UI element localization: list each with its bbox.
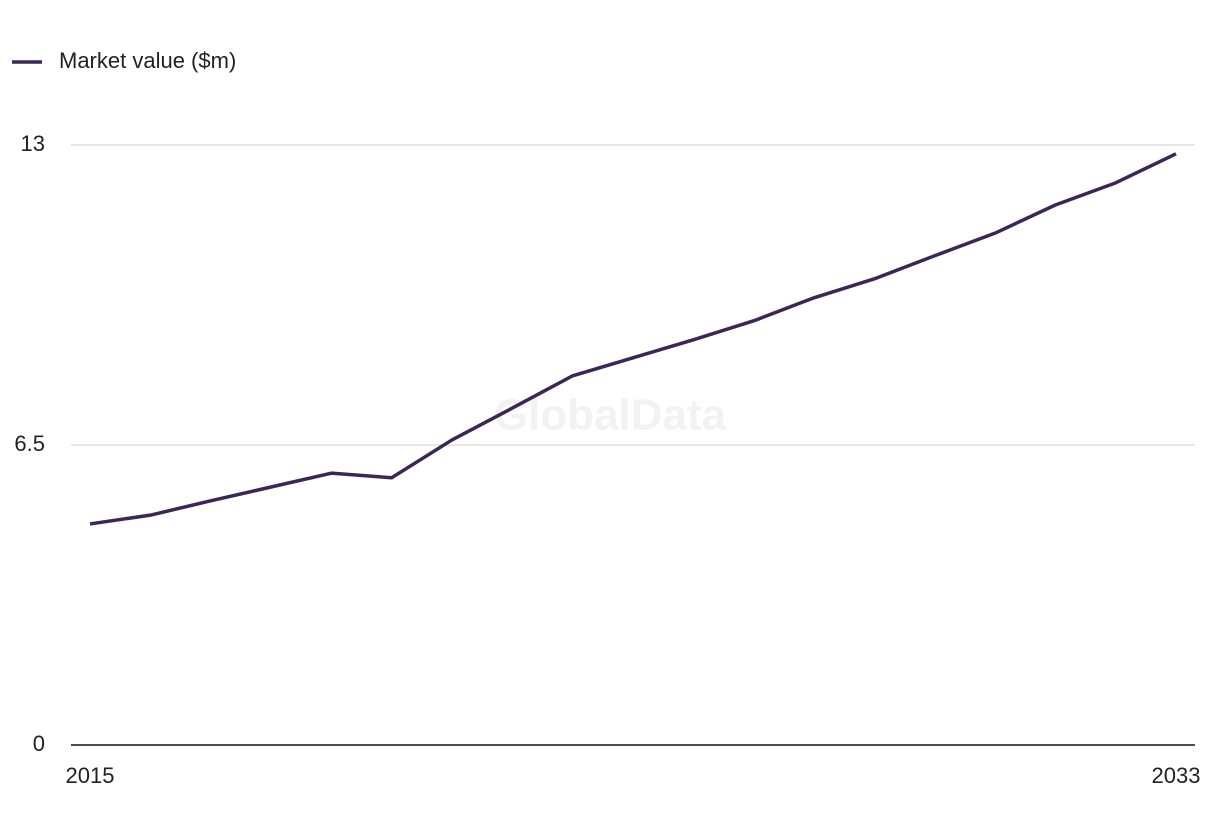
x-tick-label: 2033 [1152,763,1201,788]
y-tick-label: 13 [21,131,45,156]
y-tick-label: 6.5 [14,431,45,456]
legend-label: Market value ($m) [59,48,236,73]
x-tick-label: 2015 [66,763,115,788]
line [89,152,1177,526]
y-tick-label: 0 [33,731,45,756]
